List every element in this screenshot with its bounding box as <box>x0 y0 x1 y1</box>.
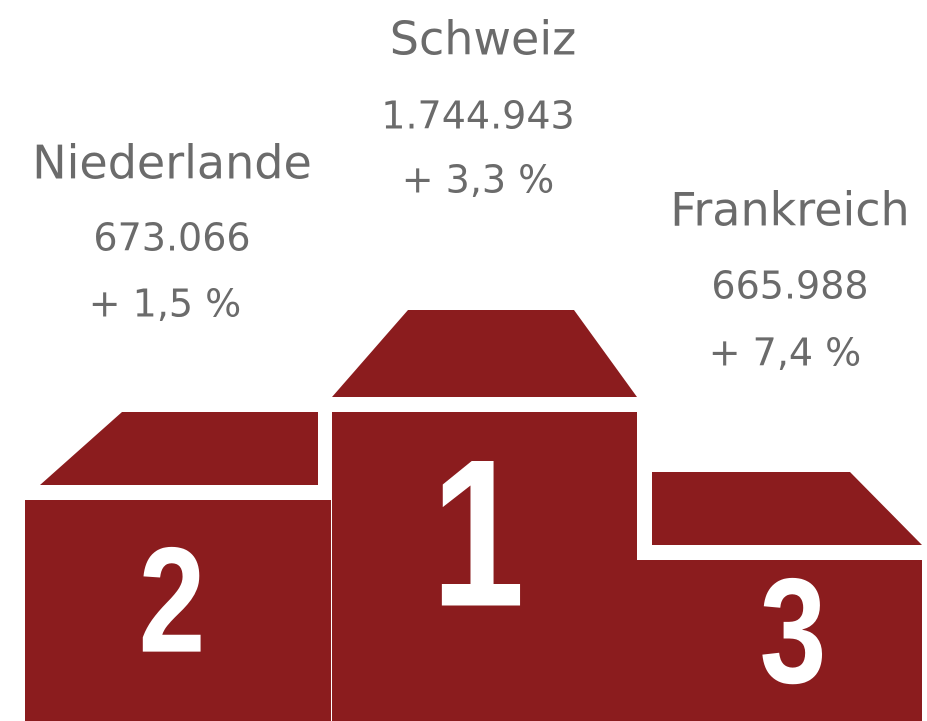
change-2: + 1,5 % <box>89 282 242 326</box>
country-2: Niederlande <box>32 136 312 190</box>
rank-2: 2 <box>139 516 206 684</box>
podium-block-1 <box>332 412 637 721</box>
change-3: + 7,4 % <box>709 331 862 375</box>
rank-3: 3 <box>760 547 827 715</box>
podium-top-2 <box>40 412 318 485</box>
podium-block-2 <box>25 500 331 721</box>
rank-1: 1 <box>431 417 524 651</box>
value-2: 673.066 <box>93 216 250 260</box>
country-3: Frankreich <box>670 183 909 237</box>
podium-top-1 <box>332 310 637 397</box>
value-3: 665.988 <box>711 264 868 308</box>
change-1: + 3,3 % <box>402 158 555 202</box>
podium-top-3 <box>652 472 922 545</box>
value-1: 1.744.943 <box>381 94 574 138</box>
podium-block-3 <box>637 560 922 721</box>
country-1: Schweiz <box>390 12 577 66</box>
